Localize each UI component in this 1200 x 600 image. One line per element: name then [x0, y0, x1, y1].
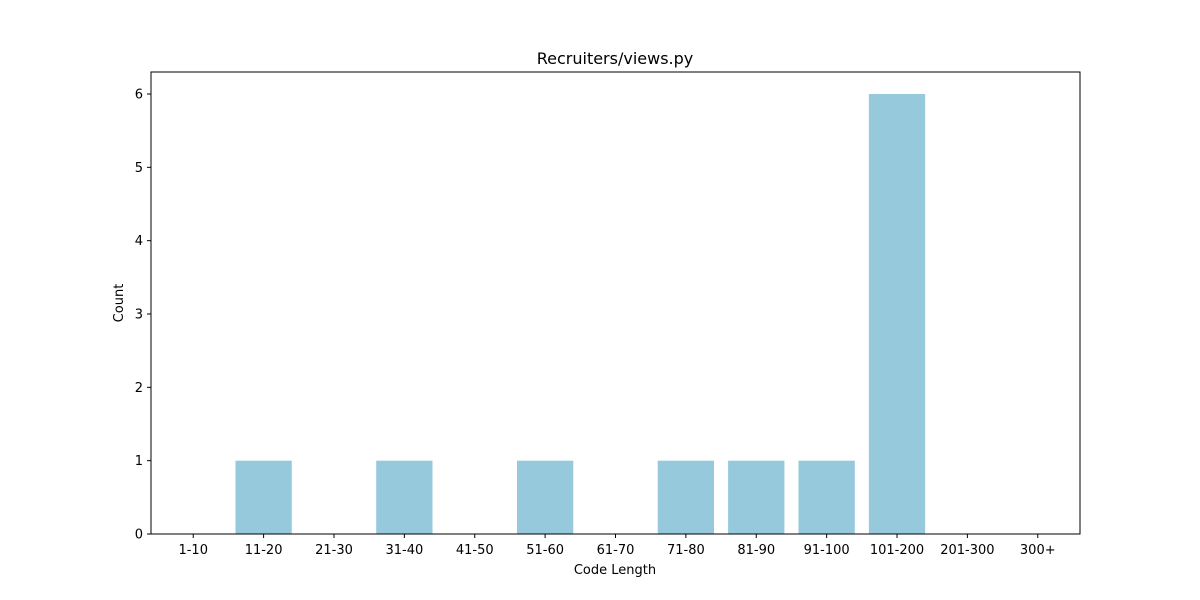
y-tick-label: 0 — [135, 528, 143, 543]
y-tick-label: 1 — [135, 454, 143, 469]
y-axis: 0 1 2 3 4 5 6 — [135, 88, 151, 543]
bars-layer — [235, 94, 926, 534]
x-tick-label: 300+ — [1020, 543, 1056, 558]
bar-11-20 — [235, 460, 292, 534]
x-tick-label: 91-100 — [804, 543, 850, 558]
x-tick-label: 21-30 — [315, 543, 353, 558]
x-tick-label: 201-300 — [940, 543, 994, 558]
bar-31-40 — [376, 460, 433, 534]
y-tick-label: 5 — [135, 161, 143, 176]
x-tick-label: 101-200 — [870, 543, 924, 558]
x-tick-label: 61-70 — [597, 543, 635, 558]
x-tick-label: 41-50 — [456, 543, 494, 558]
x-tick-label: 11-20 — [245, 543, 283, 558]
y-tick-label: 6 — [135, 88, 143, 103]
y-axis-label: Count — [112, 284, 127, 323]
bar-71-80 — [657, 460, 715, 534]
x-tick-label: 51-60 — [526, 543, 564, 558]
x-tick-label: 31-40 — [385, 543, 423, 558]
x-tick-label: 71-80 — [667, 543, 705, 558]
bar-101-200 — [868, 94, 926, 534]
x-tick-label: 1-10 — [178, 543, 208, 558]
x-tick-label: 81-90 — [737, 543, 775, 558]
y-tick-label: 4 — [135, 234, 143, 249]
y-tick-label: 3 — [135, 308, 143, 323]
x-axis: 1-10 11-20 21-30 31-40 41-50 51-60 61-70 71-80 8… — [178, 534, 1056, 558]
bar-51-60 — [516, 460, 574, 534]
bar-91-100 — [798, 460, 855, 534]
x-axis-label: Code Length — [574, 563, 656, 578]
bar-81-90 — [728, 460, 785, 534]
chart-title: Recruiters/views.py — [537, 49, 694, 68]
y-tick-label: 2 — [135, 381, 143, 396]
